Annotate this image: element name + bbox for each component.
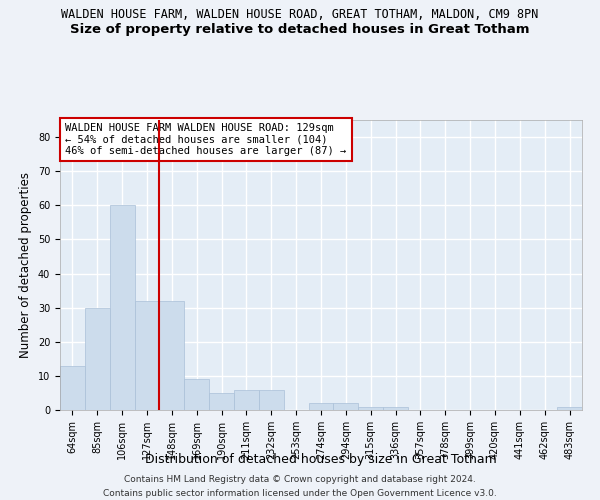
Y-axis label: Number of detached properties: Number of detached properties bbox=[19, 172, 32, 358]
Bar bbox=[85, 308, 110, 410]
Bar bbox=[209, 393, 234, 410]
Bar bbox=[110, 206, 134, 410]
Bar bbox=[184, 380, 209, 410]
Text: Contains HM Land Registry data © Crown copyright and database right 2024.
Contai: Contains HM Land Registry data © Crown c… bbox=[103, 476, 497, 498]
Bar bbox=[308, 403, 334, 410]
Bar bbox=[259, 390, 284, 410]
Bar bbox=[234, 390, 259, 410]
Bar bbox=[383, 406, 408, 410]
Bar bbox=[557, 406, 582, 410]
Bar bbox=[160, 301, 184, 410]
Text: Distribution of detached houses by size in Great Totham: Distribution of detached houses by size … bbox=[145, 452, 497, 466]
Bar bbox=[60, 366, 85, 410]
Bar bbox=[358, 406, 383, 410]
Text: WALDEN HOUSE FARM WALDEN HOUSE ROAD: 129sqm
← 54% of detached houses are smaller: WALDEN HOUSE FARM WALDEN HOUSE ROAD: 129… bbox=[65, 123, 346, 156]
Text: Size of property relative to detached houses in Great Totham: Size of property relative to detached ho… bbox=[70, 22, 530, 36]
Bar bbox=[134, 301, 160, 410]
Bar bbox=[334, 403, 358, 410]
Text: WALDEN HOUSE FARM, WALDEN HOUSE ROAD, GREAT TOTHAM, MALDON, CM9 8PN: WALDEN HOUSE FARM, WALDEN HOUSE ROAD, GR… bbox=[61, 8, 539, 20]
